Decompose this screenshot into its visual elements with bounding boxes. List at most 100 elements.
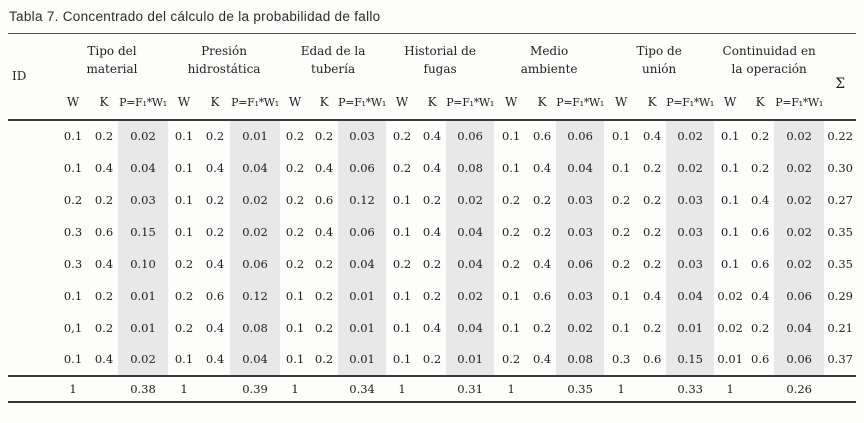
value-cell: 0.2 [314,129,334,143]
value-cell: 0.02 [774,247,825,280]
value-cell: 0.1 [285,320,305,335]
value-cell: 0.2 [501,192,521,207]
value-cell: 0.2 [285,224,305,239]
value-cell: 0.2 [611,224,631,239]
value-cell: 0.1 [392,288,412,303]
row-sum-cell: 0.35 [827,256,853,271]
value-cell: 0.1 [63,352,83,366]
value-cell: 0.01 [118,279,169,312]
total-cell [638,376,666,402]
value-cell: 0.03 [556,183,605,216]
value-cell: 0.01 [338,343,387,376]
value-cell: 0.1 [174,352,194,366]
subheader-k: K [90,85,118,121]
total-cell: 0.38 [130,381,156,396]
value-cell: 0.01 [666,311,715,344]
value-cell: 0.2 [422,192,442,207]
value-cell: 0.1 [721,256,740,271]
value-cell: 0.1 [611,160,631,175]
total-cell: 0.39 [242,381,268,396]
value-cell: 0.01 [446,343,495,376]
total-cell: 0.33 [677,381,703,396]
row-sum-cell: 0.21 [827,320,853,335]
value-cell: 0.04 [774,311,825,344]
value-cell: 0.02 [118,343,169,376]
value-cell: 0.2 [392,256,412,271]
value-cell: 0.4 [422,320,442,335]
row-sum-cell: 0.29 [827,288,853,303]
group-header-row: ID Tipo del material Presión hidrostátic… [8,33,857,121]
value-cell: 0.4 [205,160,225,175]
value-cell: 0.08 [230,311,281,344]
value-cell: 0.02 [556,311,605,344]
value-cell: 0.08 [446,151,495,184]
total-cell: 1 [726,381,734,396]
value-cell: 0.1 [285,352,305,366]
subheader-k: K [528,85,557,121]
value-cell: 0.02 [230,183,281,216]
value-cell: 0.2 [422,352,442,366]
total-cell: 1 [617,381,625,396]
value-cell: 0.2 [314,256,334,271]
value-cell: 0.1 [63,129,83,143]
row-id-cell [8,152,56,184]
value-cell: 0.02 [774,151,825,184]
table-footer: 1 0.38 1 0.39 1 0.34 1 0.31 1 0.35 1 0.33 1 0.26 [8,376,856,402]
table-row: 0.1 0.2 0.01 0.2 0.6 0.12 0.1 0.2 0.01 0.1 0.2 0.02… [8,279,856,312]
value-cell: 0.2 [314,320,334,335]
subheader-p: P=F₁*W₁ [666,85,715,121]
row-id-cell [8,280,56,312]
value-cell: 0.1 [392,320,412,335]
value-cell: 0,1 [63,320,83,335]
value-cell: 0.2 [392,129,412,143]
value-cell: 0.04 [230,343,281,376]
value-cell: 0.6 [532,288,552,303]
value-cell: 0.02 [118,119,169,152]
value-cell: 0.2 [422,288,442,303]
value-cell: 0.6 [532,129,552,143]
table-row: 0.1 0.4 0.04 0.1 0.4 0.04 0.2 0.4 0.06 0.2 0.4 0.08… [8,151,856,184]
value-cell: 0.1 [501,160,521,175]
value-cell: 0.2 [314,352,334,366]
value-cell: 0.2 [94,192,114,207]
value-cell: 0.4 [422,129,442,143]
value-cell: 0.6 [751,224,770,239]
group-header-union: Tipo de unión [636,44,682,76]
value-cell: 0.08 [556,343,605,376]
value-cell: 0.2 [642,224,662,239]
value-cell: 0.03 [118,183,169,216]
value-cell: 0.15 [666,343,715,376]
totals-id-cell [8,376,56,402]
totals-row: 1 0.38 1 0.39 1 0.34 1 0.31 1 0.35 1 0.33 1 0.26 [8,376,856,402]
table-caption: Tabla 7. Concentrado del cálculo de la p… [9,9,381,24]
value-cell: 0.1 [501,288,521,303]
row-sum-cell: 0.35 [827,224,853,239]
total-cell [528,376,556,402]
value-cell: 0.04 [556,151,605,184]
value-cell: 0.4 [642,288,662,303]
total-cell [824,376,856,402]
table-body: 0.1 0.2 0.02 0.1 0.2 0.01 0.2 0.2 0.03 0.2 0.4 0.06… [8,119,857,376]
value-cell: 0.2 [532,320,552,335]
subheader-w: W [280,85,311,121]
value-cell: 0.2 [642,192,662,207]
value-cell: 0.1 [174,224,194,239]
subheader-p: P=F₁*W₁ [446,85,495,121]
value-cell: 0.4 [205,320,225,335]
value-cell: 0.06 [230,247,281,280]
value-cell: 0.03 [666,183,715,216]
value-cell: 0.4 [94,256,114,271]
value-cell: 0.2 [642,256,662,271]
group-header-material: Tipo del material [86,44,138,76]
group-header-fugas: Historial de fugas [404,44,476,76]
value-cell: 0.2 [205,129,225,143]
value-cell: 0.1 [392,224,412,239]
group-header-presion: Presión hidrostática [187,44,261,76]
value-cell: 0.2 [751,129,770,143]
value-cell: 0.1 [63,288,83,303]
subheader-k: K [200,85,231,121]
value-cell: 0.02 [774,119,825,152]
value-cell: 0.3 [611,352,631,366]
value-cell: 0.1 [611,288,631,303]
total-cell: 0.35 [567,381,593,396]
